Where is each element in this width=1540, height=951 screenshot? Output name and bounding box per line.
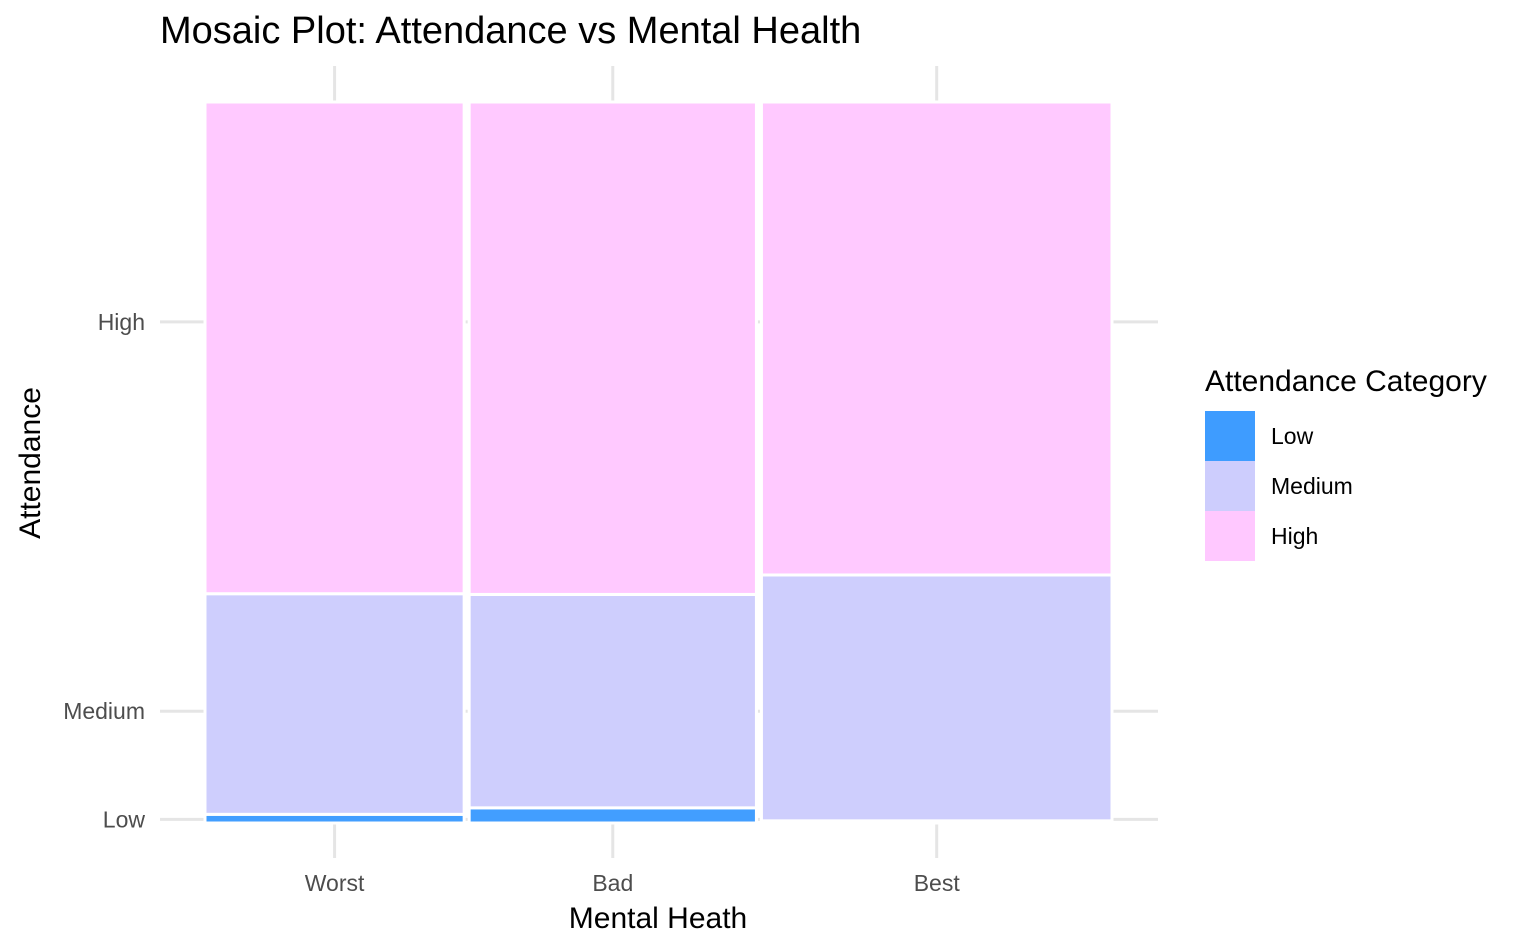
legend-label-high: High — [1271, 523, 1318, 549]
y-axis-title: Attendance — [14, 387, 47, 539]
y-tick-label-medium: Medium — [63, 698, 145, 724]
chart-title: Mosaic Plot: Attendance vs Mental Health — [160, 10, 861, 52]
tile-best-high — [759, 100, 1114, 577]
legend-swatch-high — [1205, 511, 1255, 561]
legend-label-low: Low — [1271, 423, 1314, 449]
x-axis-tick-labels: Worst Bad Best — [305, 870, 961, 896]
tile-bad-medium — [467, 592, 758, 810]
tile-worst-medium — [203, 592, 466, 816]
legend-swatch-low — [1205, 411, 1255, 461]
legend: Attendance Category Low Medium High — [1205, 365, 1487, 561]
y-tick-label-low: Low — [103, 806, 146, 832]
tile-worst-high — [203, 100, 466, 596]
x-tick-label-worst: Worst — [305, 870, 365, 896]
y-axis-tick-labels: High Medium Low — [63, 309, 145, 832]
y-tick-label-high: High — [98, 309, 145, 335]
x-tick-label-bad: Bad — [592, 870, 633, 896]
legend-swatch-medium — [1205, 461, 1255, 511]
legend-label-medium: Medium — [1271, 473, 1353, 499]
mosaic-tiles — [203, 100, 1114, 825]
x-axis-title: Mental Heath — [569, 902, 747, 935]
tile-best-medium — [759, 573, 1114, 823]
tile-bad-high — [467, 100, 758, 596]
legend-title: Attendance Category — [1205, 365, 1487, 398]
tile-bad-low — [467, 806, 758, 825]
x-tick-label-best: Best — [914, 870, 961, 896]
